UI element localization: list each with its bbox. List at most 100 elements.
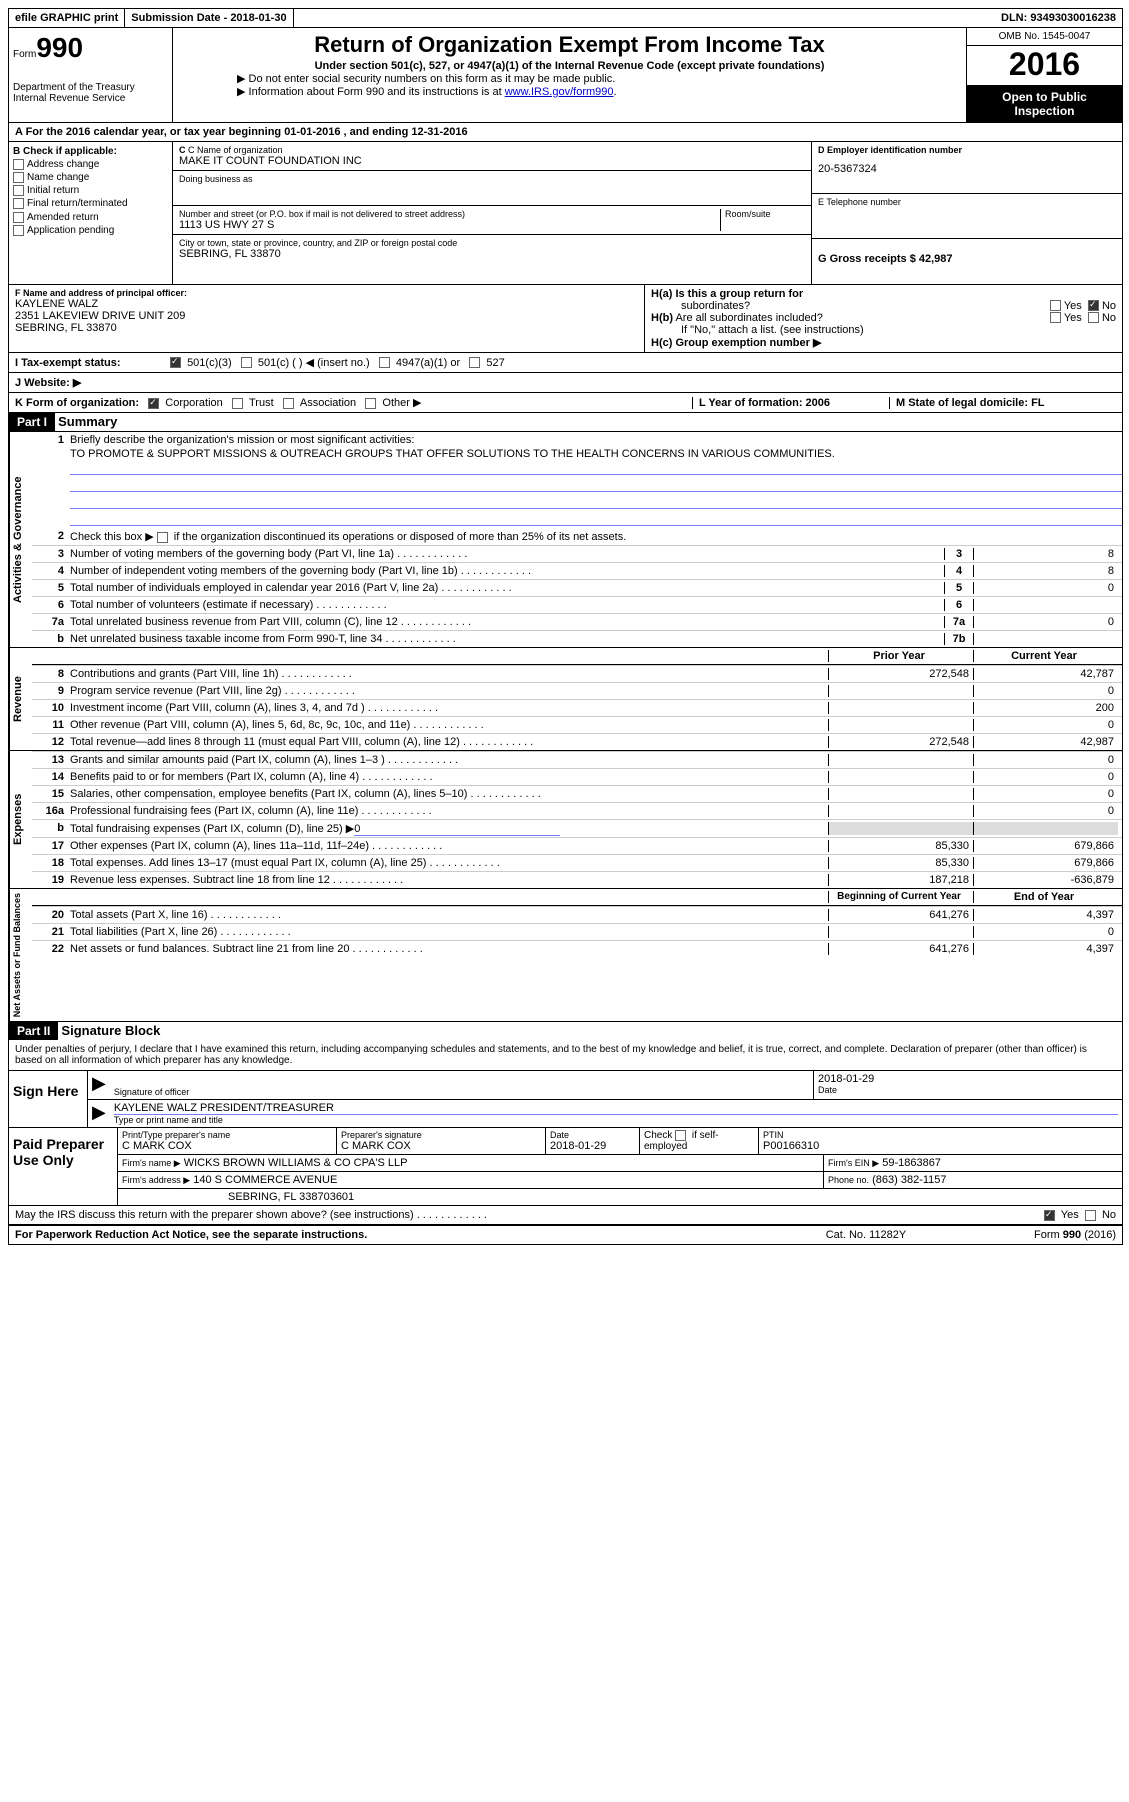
501c-checkbox[interactable]: [241, 357, 252, 368]
check-application-pending[interactable]: Application pending: [13, 225, 168, 236]
check-amended-return[interactable]: Amended return: [13, 212, 168, 223]
sign-here-block: Sign Here ▶ Signature of officer 2018-01…: [9, 1070, 1122, 1127]
line-14-prior: [828, 771, 973, 783]
line-4: Number of independent voting members of …: [70, 565, 944, 577]
line-20-end: 4,397: [973, 909, 1118, 921]
form-subtitle: Under section 501(c), 527, or 4947(a)(1)…: [177, 60, 962, 72]
corp-checkbox[interactable]: [148, 398, 159, 409]
section-c: C C Name of organization MAKE IT COUNT F…: [173, 142, 811, 284]
phone-label: E Telephone number: [818, 197, 1116, 207]
line-12-prior: 272,548: [828, 736, 973, 748]
line-15-prior: [828, 788, 973, 800]
street-label: Number and street (or P.O. box if mail i…: [179, 209, 720, 219]
hc-label: H(c) Group exemption number ▶: [651, 336, 1116, 349]
sig-date-label: Date: [818, 1085, 1118, 1095]
state-domicile: M State of legal domicile: FL: [889, 397, 1116, 409]
footer: For Paperwork Reduction Act Notice, see …: [9, 1224, 1122, 1244]
line-8: Contributions and grants (Part VIII, lin…: [70, 668, 828, 680]
entity-right: D Employer identification number 20-5367…: [811, 142, 1122, 284]
preparer-name: C MARK COX: [122, 1140, 332, 1152]
mission-text: TO PROMOTE & SUPPORT MISSIONS & OUTREACH…: [32, 448, 1122, 460]
org-name-label: C C Name of organization: [179, 145, 805, 155]
dln-label: DLN: 93493030016238: [995, 9, 1122, 27]
discuss-no-checkbox[interactable]: [1085, 1210, 1096, 1221]
governance-section: Activities & Governance 1Briefly describ…: [9, 431, 1122, 647]
revenue-section: Revenue Prior YearCurrent Year 8Contribu…: [9, 647, 1122, 750]
arrow-icon: ▶: [88, 1100, 110, 1127]
officer-block: F Name and address of principal officer:…: [9, 284, 1122, 352]
city-label: City or town, state or province, country…: [179, 238, 805, 248]
tax-status-label: I Tax-exempt status:: [15, 357, 170, 369]
org-name: MAKE IT COUNT FOUNDATION INC: [179, 155, 805, 167]
line-b: Net unrelated business taxable income fr…: [70, 633, 944, 645]
check-initial-return[interactable]: Initial return: [13, 185, 168, 196]
ha-yes-checkbox[interactable]: [1050, 300, 1061, 311]
part-1-header: Part I Summary: [9, 412, 1122, 431]
efile-label: efile GRAPHIC print: [9, 9, 125, 27]
firm-address: 140 S COMMERCE AVENUE: [193, 1174, 337, 1186]
room-label: Room/suite: [725, 209, 805, 219]
assoc-checkbox[interactable]: [283, 398, 294, 409]
arrow-icon: ▶: [88, 1071, 110, 1099]
street-address: 1113 US HWY 27 S: [179, 219, 720, 231]
dba-label: Doing business as: [179, 174, 805, 184]
mission-question: Briefly describe the organization's miss…: [70, 434, 1118, 446]
trust-checkbox[interactable]: [232, 398, 243, 409]
line-9: Program service revenue (Part VIII, line…: [70, 685, 828, 697]
entity-block: B Check if applicable: Address change Na…: [9, 141, 1122, 284]
hb-yes-checkbox[interactable]: [1050, 312, 1061, 323]
firm-city: SEBRING, FL 338703601: [118, 1189, 1122, 1205]
gross-receipts: G Gross receipts $ 42,987: [812, 239, 1122, 284]
line-14-current: 0: [973, 771, 1118, 783]
expenses-section: Expenses 13Grants and similar amounts pa…: [9, 750, 1122, 888]
header-left: Form990 Department of the Treasury Inter…: [9, 28, 173, 122]
line-6-value: [974, 599, 1118, 611]
hb-no-checkbox[interactable]: [1088, 312, 1099, 323]
check-final-return[interactable]: Final return/terminated: [13, 198, 168, 209]
other-checkbox[interactable]: [365, 398, 376, 409]
line-17: Other expenses (Part IX, column (A), lin…: [70, 840, 828, 852]
submission-date: Submission Date - 2018-01-30: [125, 9, 293, 27]
line-7a-value: 0: [974, 616, 1118, 628]
b-label: B Check if applicable:: [13, 146, 168, 157]
line-16a-current: 0: [973, 805, 1118, 817]
501c3-checkbox[interactable]: [170, 357, 181, 368]
line-13: Grants and similar amounts paid (Part IX…: [70, 754, 828, 766]
form-word: Form: [13, 49, 36, 60]
current-year-header: Current Year: [973, 650, 1118, 662]
irs-link[interactable]: www.IRS.gov/form990: [505, 86, 614, 98]
section-i: I Tax-exempt status: 501(c)(3) 501(c) ( …: [9, 352, 1122, 372]
discuss-yes-checkbox[interactable]: [1044, 1210, 1055, 1221]
section-h: H(a) Is this a group return for subordin…: [645, 285, 1122, 352]
officer-label: F Name and address of principal officer:: [15, 288, 638, 298]
end-year-header: End of Year: [973, 891, 1118, 903]
section-k: K Form of organization: Corporation Trus…: [9, 392, 1122, 412]
line-5-value: 0: [974, 582, 1118, 594]
prep-date: 2018-01-29: [550, 1140, 635, 1152]
self-employed-checkbox[interactable]: [675, 1130, 686, 1141]
line-15-current: 0: [973, 788, 1118, 800]
check-name-change[interactable]: Name change: [13, 172, 168, 183]
dept-treasury: Department of the Treasury: [13, 82, 168, 93]
line-12: Total revenue—add lines 8 through 11 (mu…: [70, 736, 828, 748]
ein-value: 20-5367324: [818, 155, 1116, 175]
527-checkbox[interactable]: [469, 357, 480, 368]
4947-checkbox[interactable]: [379, 357, 390, 368]
line-8-prior: 272,548: [828, 668, 973, 680]
cat-no: Cat. No. 11282Y: [766, 1229, 966, 1241]
sig-name-label: Type or print name and title: [114, 1115, 1118, 1125]
line-18: Total expenses. Add lines 13–17 (must eq…: [70, 857, 828, 869]
expenses-label: Expenses: [9, 751, 32, 888]
sig-date: 2018-01-29: [818, 1073, 1118, 1085]
ha-no-checkbox[interactable]: [1088, 300, 1099, 311]
line-10-prior: [828, 702, 973, 714]
arrow-note-2: ▶ Information about Form 990 and its ins…: [177, 85, 962, 98]
line2-checkbox[interactable]: [157, 532, 168, 543]
hb-note: If "No," attach a list. (see instruction…: [651, 324, 1116, 336]
header-right: OMB No. 1545-0047 2016 Open to PublicIns…: [966, 28, 1122, 122]
paid-preparer-label: Paid Preparer Use Only: [9, 1128, 117, 1205]
line-16a-prior: [828, 805, 973, 817]
line-12-current: 42,987: [973, 736, 1118, 748]
check-address-change[interactable]: Address change: [13, 159, 168, 170]
begin-year-header: Beginning of Current Year: [828, 891, 973, 903]
